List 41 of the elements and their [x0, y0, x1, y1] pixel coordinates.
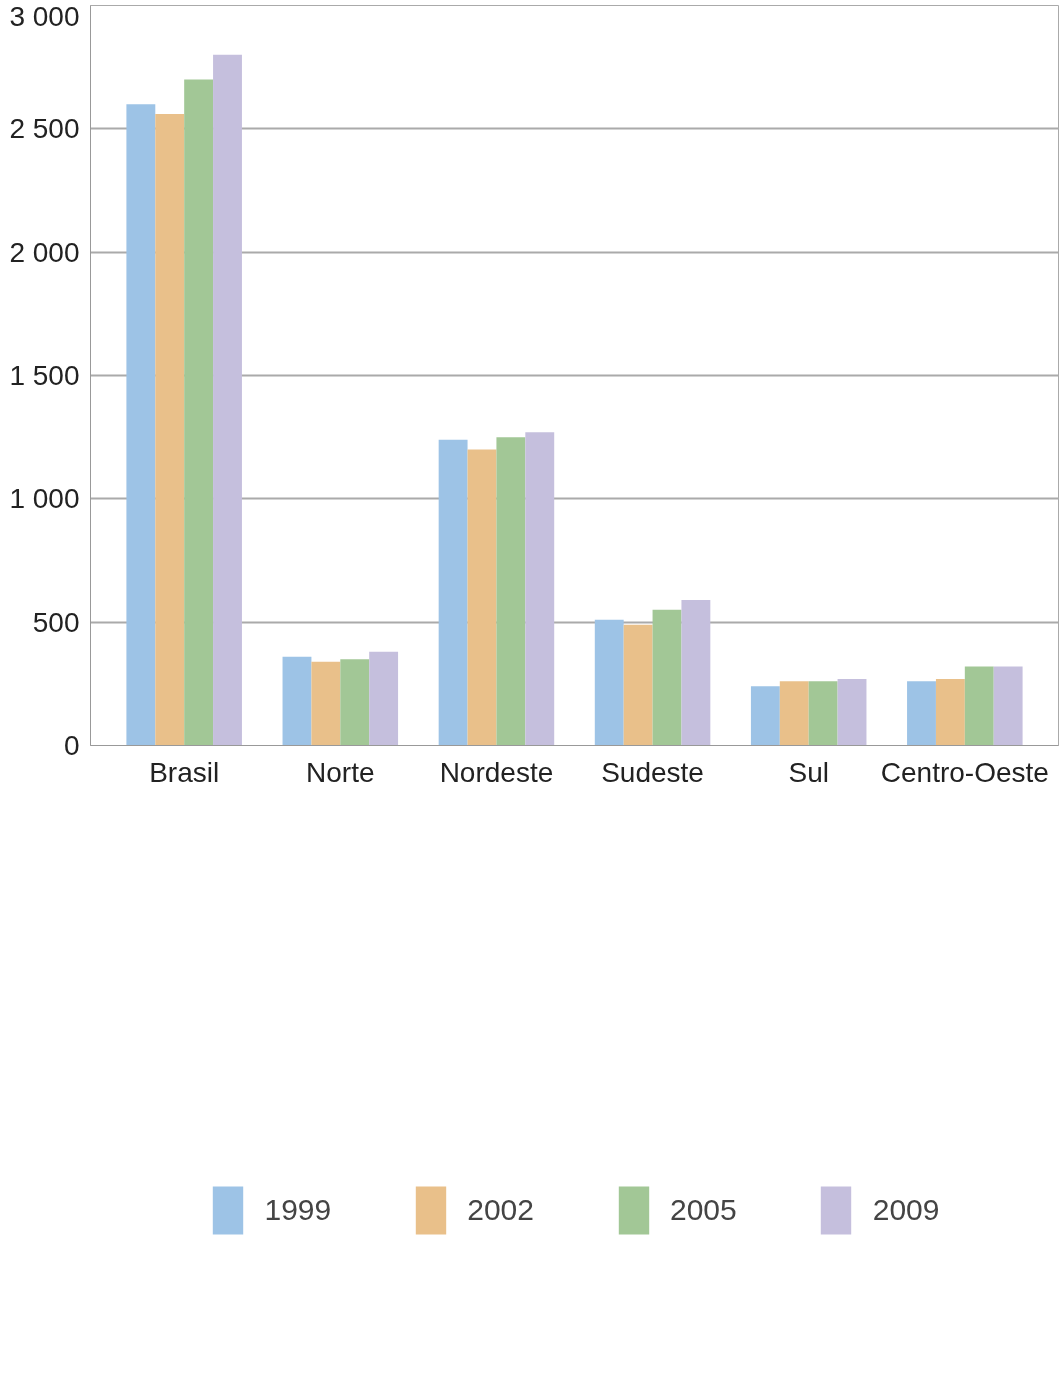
x-tick-label: Sudeste: [601, 756, 704, 788]
legend-label: 1999: [264, 1193, 332, 1227]
bar: [907, 681, 936, 746]
bar: [594, 619, 624, 746]
bar: [438, 439, 468, 746]
x-tick-label: Norte: [306, 756, 375, 788]
bar: [993, 666, 1023, 746]
bar: [964, 666, 994, 746]
bar: [369, 651, 399, 746]
bar: [779, 681, 809, 746]
bar: [837, 678, 867, 746]
x-tick-label: Brasil: [149, 756, 220, 788]
legend-label: 2009: [872, 1193, 940, 1227]
bar: [311, 661, 341, 746]
x-tick-label: Sul: [788, 756, 829, 788]
bar: [496, 437, 526, 746]
bar: [652, 609, 682, 746]
y-tick-label: 1 500: [9, 360, 80, 391]
x-tick-label: Nordeste: [439, 756, 554, 788]
bar: [155, 114, 185, 746]
y-tick-label: 500: [32, 606, 80, 638]
bar: [282, 656, 312, 746]
legend-label: 2005: [670, 1193, 737, 1227]
y-tick-label: 3 000: [9, 0, 80, 32]
y-tick-label: 2 500: [9, 113, 80, 145]
bar: [808, 681, 838, 746]
x-tick-label: Centro-Oeste: [880, 756, 1049, 788]
bar: [467, 449, 497, 746]
bar: [623, 624, 653, 746]
bar: [213, 54, 242, 746]
bar: [750, 686, 780, 746]
bar: [340, 659, 370, 746]
bar: [935, 678, 965, 746]
bar: [525, 432, 555, 746]
bar: [681, 599, 711, 746]
legend-label: 2002: [467, 1193, 534, 1227]
y-tick-label: 1 000: [9, 483, 80, 515]
bar: [126, 104, 156, 746]
y-tick-label: 0: [63, 730, 80, 761]
bar: [184, 79, 214, 746]
y-tick-label: 2 000: [9, 236, 80, 268]
